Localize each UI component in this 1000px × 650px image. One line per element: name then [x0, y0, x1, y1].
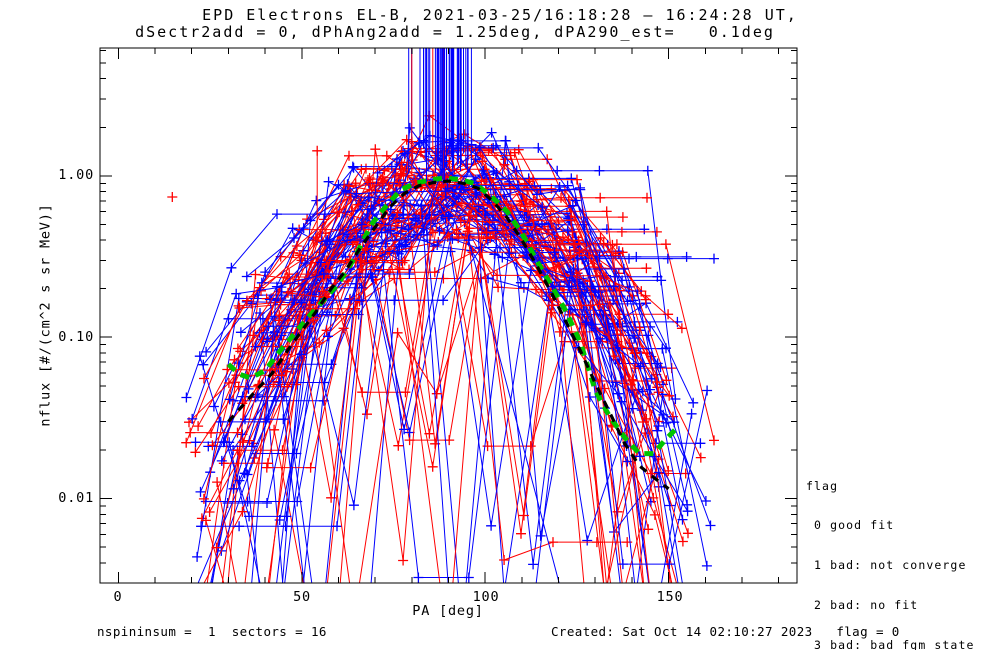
- y-tick-label-0p1: 0.10: [58, 329, 94, 345]
- x-tick-label-50: 50: [293, 589, 311, 605]
- legend-line-not-converge: 1 bad: not converge: [806, 558, 967, 573]
- y-tick-label-0p01: 0.01: [58, 490, 94, 506]
- footer-nspininsum: nspininsum = 1 sectors = 16: [97, 624, 327, 639]
- flag-legend: flag 0 good fit 1 bad: not converge 2 ba…: [806, 453, 991, 650]
- footer-created: Created: Sat Oct 14 02:10:27 2023 flag =…: [551, 624, 900, 639]
- page-title-line-2: dSectr2add = 0, dPhAng2add = 1.25deg, dP…: [135, 23, 775, 41]
- x-tick-label-150: 150: [656, 589, 684, 605]
- legend-title: flag: [806, 478, 839, 493]
- page-title-line-1: EPD Electrons EL-B, 2021-03-25/16:18:28 …: [202, 6, 798, 24]
- x-tick-label-0: 0: [113, 589, 123, 605]
- x-tick-label-100: 100: [472, 589, 500, 605]
- y-tick-label-1: 1.00: [58, 167, 94, 183]
- legend-line-no-fit: 2 bad: no fit: [806, 598, 919, 613]
- y-axis-label: nflux [#/(cm^2 s sr MeV)]: [37, 203, 54, 427]
- x-axis-label: PA [deg]: [412, 603, 484, 619]
- legend-line-good-fit: 0 good fit: [806, 518, 895, 533]
- legend-line-bad-fgm: 3 bad: bad fgm state: [806, 638, 975, 650]
